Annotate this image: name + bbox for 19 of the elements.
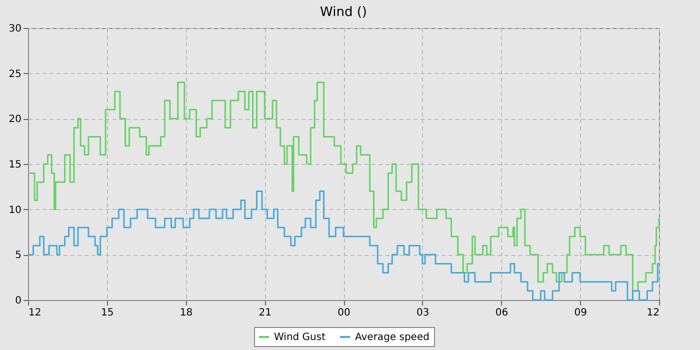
y-tick-label: 20 xyxy=(8,114,22,126)
x-tick-label: 21 xyxy=(258,308,272,318)
x-tick-label: 00 xyxy=(338,308,350,318)
legend-label: Average speed xyxy=(355,332,430,343)
x-tick-label: 15 xyxy=(101,308,114,318)
x-tick-label: 18 xyxy=(180,308,193,318)
x-tick-label: 09 xyxy=(574,308,587,318)
y-tick-label: 25 xyxy=(8,68,22,80)
y-tick-label: 5 xyxy=(15,250,22,262)
y-tick-label: 10 xyxy=(8,204,22,216)
chart-title: Wind () xyxy=(320,5,367,20)
y-tick-label: 0 xyxy=(15,296,22,306)
x-tick-label: 12 xyxy=(646,308,660,318)
legend-label: Wind Gust xyxy=(274,332,326,343)
x-tick-label: 12 xyxy=(28,308,42,318)
y-tick-label: 30 xyxy=(8,24,22,34)
x-tick-label: 06 xyxy=(495,308,508,318)
x-tick-label: 03 xyxy=(416,308,430,318)
y-tick-label: 15 xyxy=(8,160,22,170)
